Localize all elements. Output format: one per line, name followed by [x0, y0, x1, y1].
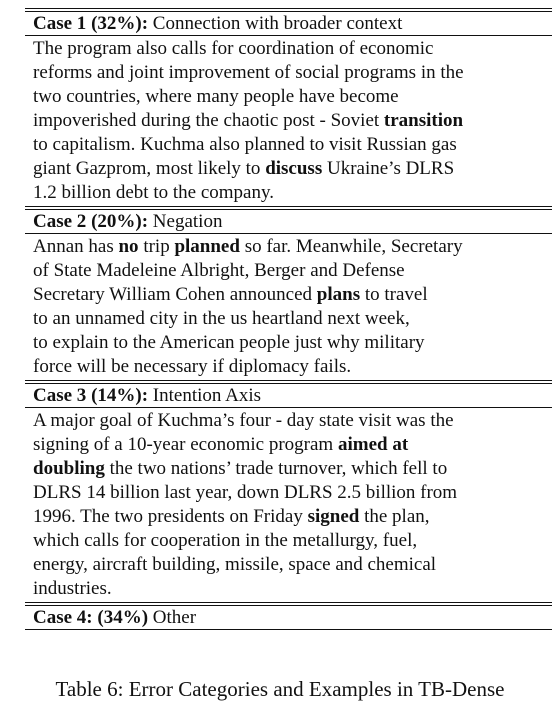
- example-text: reforms and joint improvement of social …: [33, 62, 464, 83]
- case-percent: (32%):: [91, 13, 149, 34]
- case-category: Connection with broader context: [152, 13, 403, 34]
- example-text: trip: [138, 236, 175, 257]
- example-text: Ukraine’s DLRS: [322, 158, 455, 179]
- example-line: industries.: [33, 577, 552, 601]
- example-line: which calls for cooperation in the metal…: [33, 529, 552, 553]
- example-line: 1996. The two presidents on Friday signe…: [33, 505, 552, 529]
- example-text: to explain to the American people just w…: [33, 332, 425, 353]
- example-text: the two nations’ trade turnover, which f…: [104, 458, 448, 479]
- event-word: discuss: [265, 158, 323, 179]
- error-table: Case 1 (32%): Connection with broader co…: [25, 8, 552, 630]
- example-line: to an unnamed city in the us heartland n…: [33, 307, 552, 331]
- example-line: Annan has no trip planned so far. Meanwh…: [33, 235, 552, 259]
- example-line: signing of a 10-year economic program ai…: [33, 433, 552, 457]
- example-line: doubling the two nations’ trade turnover…: [33, 457, 552, 481]
- example-text: force will be necessary if diplomacy fai…: [33, 356, 352, 377]
- event-word: signed: [307, 506, 360, 527]
- case-example: A major goal of Kuchma’s four - day stat…: [25, 408, 552, 602]
- example-line: reforms and joint improvement of social …: [33, 61, 552, 85]
- case-category: Other: [152, 607, 197, 628]
- row-rule: [25, 35, 552, 36]
- case-percent: (34%): [97, 607, 149, 628]
- example-line: of State Madeleine Albright, Berger and …: [33, 259, 552, 283]
- case-example: The program also calls for coordination …: [25, 36, 552, 206]
- row-separator: [25, 8, 552, 12]
- case-category: Intention Axis: [152, 385, 261, 406]
- event-word: doubling: [33, 458, 105, 479]
- case-percent: (20%):: [91, 211, 149, 232]
- example-line: DLRS 14 billion last year, down DLRS 2.5…: [33, 481, 552, 505]
- event-word: planned: [174, 236, 240, 257]
- example-text: two countries, where many people have be…: [33, 86, 399, 107]
- example-line: to explain to the American people just w…: [33, 331, 552, 355]
- case-label: Case 3: [33, 385, 87, 406]
- row-rule: [25, 407, 552, 408]
- example-text: which calls for cooperation in the metal…: [33, 530, 418, 551]
- case-label: Case 1: [33, 13, 87, 34]
- example-line: to capitalism. Kuchma also planned to vi…: [33, 133, 552, 157]
- event-word: plans: [316, 284, 361, 305]
- event-word: no: [118, 236, 139, 257]
- case-label: Case 4:: [33, 607, 93, 628]
- example-text: giant Gazprom, most likely to: [33, 158, 266, 179]
- case-example: Annan has no trip planned so far. Meanwh…: [25, 234, 552, 380]
- example-text: the plan,: [359, 506, 430, 527]
- example-text: The program also calls for coordination …: [33, 38, 434, 59]
- example-text: so far. Meanwhile, Secretary: [239, 236, 463, 257]
- example-line: energy, aircraft building, missile, spac…: [33, 553, 552, 577]
- table-caption: Table 6: Error Categories and Examples i…: [55, 677, 505, 701]
- example-text: to an unnamed city in the us heartland n…: [33, 308, 410, 329]
- case-label: Case 2: [33, 211, 87, 232]
- example-line: two countries, where many people have be…: [33, 85, 552, 109]
- example-text: energy, aircraft building, missile, spac…: [33, 554, 437, 575]
- case-header: Case 1 (32%): Connection with broader co…: [25, 12, 552, 35]
- case-header: Case 4: (34%) Other: [25, 606, 552, 629]
- example-text: signing of a 10-year economic program: [33, 434, 338, 455]
- example-line: giant Gazprom, most likely to discuss Uk…: [33, 157, 552, 181]
- example-text: 1996. The two presidents on Friday: [33, 506, 308, 527]
- example-text: to capitalism. Kuchma also planned to vi…: [33, 134, 457, 155]
- row-separator: [25, 602, 552, 606]
- case-header: Case 3 (14%): Intention Axis: [25, 384, 552, 407]
- example-text: industries.: [33, 578, 112, 599]
- example-text: of State Madeleine Albright, Berger and …: [33, 260, 405, 281]
- example-line: impoverished during the chaotic post - S…: [33, 109, 552, 133]
- event-word: transition: [383, 110, 464, 131]
- example-line: force will be necessary if diplomacy fai…: [33, 355, 552, 379]
- row-rule: [25, 233, 552, 234]
- example-line: 1.2 billion debt to the company.: [33, 181, 552, 205]
- row-separator: [25, 380, 552, 384]
- example-text: Secretary William Cohen announced: [33, 284, 317, 305]
- example-text: impoverished during the chaotic post - S…: [33, 110, 384, 131]
- event-word: aimed at: [337, 434, 409, 455]
- example-text: Annan has: [33, 236, 119, 257]
- case-header: Case 2 (20%): Negation: [25, 210, 552, 233]
- example-text: DLRS 14 billion last year, down DLRS 2.5…: [33, 482, 458, 503]
- example-text: A major goal of Kuchma’s four - day stat…: [33, 410, 454, 431]
- example-line: The program also calls for coordination …: [33, 37, 552, 61]
- table-bottom-rule: [25, 629, 552, 630]
- example-text: to travel: [360, 284, 428, 305]
- case-percent: (14%):: [91, 385, 149, 406]
- example-line: Secretary William Cohen announced plans …: [33, 283, 552, 307]
- row-separator: [25, 206, 552, 210]
- example-line: A major goal of Kuchma’s four - day stat…: [33, 409, 552, 433]
- example-text: 1.2 billion debt to the company.: [33, 182, 274, 203]
- case-category: Negation: [152, 211, 223, 232]
